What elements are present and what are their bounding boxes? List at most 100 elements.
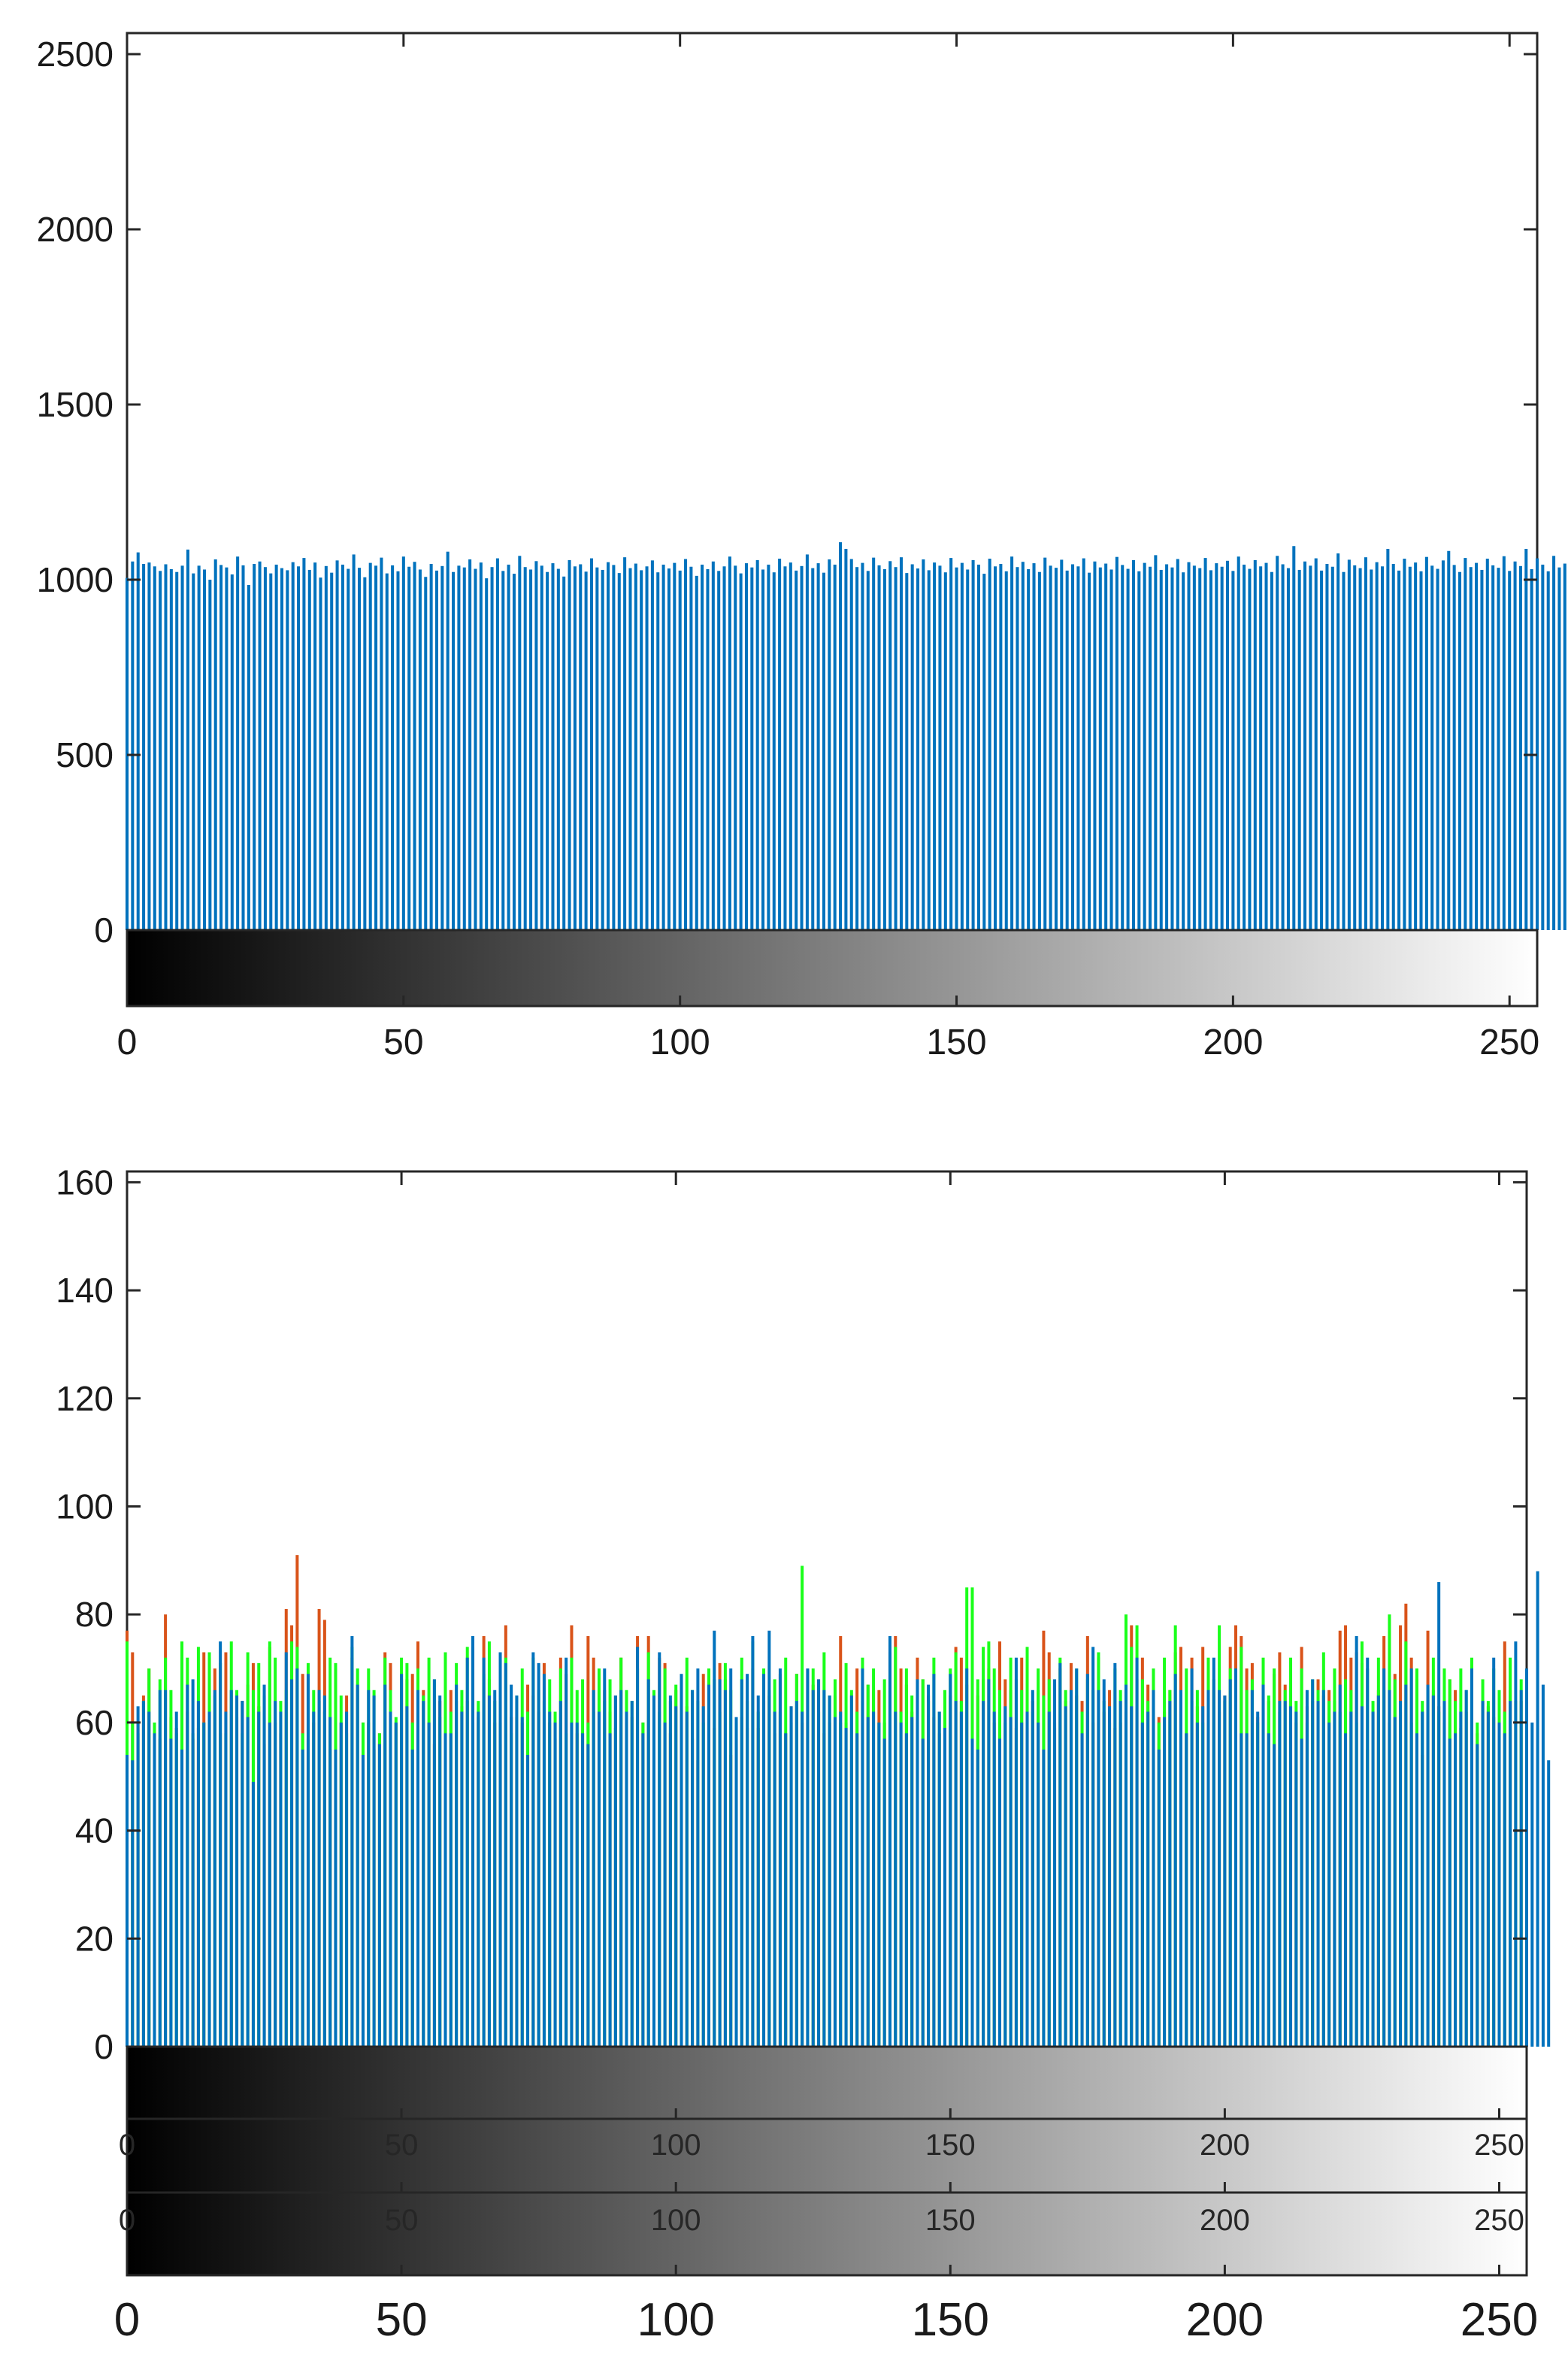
bar-series2-bin40 (345, 1711, 349, 2047)
bar-series2-bin64 (477, 1711, 480, 2047)
y-tick-label: 140 (56, 1271, 114, 1310)
bar-series0-bin74 (534, 561, 538, 930)
bar-series0-bin161 (1016, 567, 1019, 930)
bar-series2-bin17 (219, 1641, 222, 2047)
bar-series2-bin96 (652, 1695, 655, 2047)
bar-series2-bin179 (1108, 1706, 1112, 2047)
bar-series0-bin12 (192, 573, 195, 930)
bar-series0-bin111 (739, 573, 743, 930)
bar-series0-bin168 (1054, 568, 1058, 930)
bar-series0-bin204 (1253, 559, 1257, 930)
bar-series0-bin182 (1131, 559, 1135, 930)
bar-series2-bin193 (1185, 1733, 1188, 2047)
bar-series0-bin184 (1143, 562, 1146, 930)
bar-series0-bin239 (1447, 550, 1451, 930)
bar-series2-bin42 (356, 1684, 359, 2047)
y-tick-label: 1000 (37, 560, 114, 599)
bar-series0-bin67 (495, 558, 499, 930)
bar-series2-bin71 (515, 1695, 519, 2047)
bar-series2-bin176 (1091, 1647, 1095, 2047)
bar-series0-bin169 (1060, 559, 1064, 930)
bar-series0-bin3 (142, 564, 146, 930)
bar-series2-bin148 (937, 1711, 941, 2047)
bar-series0-bin250 (1508, 571, 1512, 930)
bar-series0-bin38 (335, 560, 339, 930)
bar-series2-bin114 (751, 1635, 755, 2047)
bar-series2-bin26 (268, 1722, 271, 2047)
y-tick-label: 2500 (37, 35, 114, 74)
bar-series0-bin68 (501, 571, 505, 930)
bar-series0-bin48 (391, 565, 395, 930)
bar-series2-bin146 (927, 1684, 931, 2047)
bar-series0-bin47 (385, 573, 389, 930)
bar-series0-bin170 (1065, 570, 1069, 930)
bar-series0-bin181 (1126, 568, 1130, 930)
bar-series2-bin70 (510, 1684, 513, 2047)
bar-series2-bin15 (207, 1711, 211, 2047)
bar-series2-bin101 (680, 1674, 683, 2047)
y-tick-label: 20 (75, 1919, 114, 1958)
bar-series0-bin130 (844, 548, 848, 930)
bar-series2-bin133 (855, 1733, 859, 2047)
bar-series0-bin27 (274, 564, 278, 930)
bar-series0-bin58 (446, 551, 450, 930)
bar-series0-bin94 (645, 566, 649, 930)
bar-series2-bin30 (290, 1679, 294, 2047)
bar-series2-bin19 (229, 1690, 233, 2047)
bar-series0-bin186 (1154, 555, 1158, 930)
bar-series2-bin228 (1376, 1695, 1380, 2047)
bar-series2-bin90 (619, 1690, 623, 2047)
bar-series0-bin89 (617, 573, 621, 930)
bar-series2-bin122 (795, 1701, 798, 2047)
bar-series2-bin164 (1025, 1711, 1029, 2047)
x-tick-label: 0 (117, 1023, 138, 1062)
bar-series0-bin229 (1391, 564, 1395, 930)
bar-series0-bin142 (910, 564, 914, 930)
bar-series0-bin256 (1541, 564, 1545, 930)
bar-series0-bin55 (429, 564, 433, 930)
bar-series0-bin17 (219, 565, 223, 930)
bar-series2-bin41 (350, 1635, 354, 2047)
x-tick-label: 0 (114, 2294, 140, 2346)
bar-series0-bin21 (241, 565, 245, 930)
bar-series0-bin113 (750, 567, 754, 930)
bar-series0-bin140 (899, 557, 903, 930)
bar-series0-bin118 (778, 559, 782, 930)
bar-series2-bin241 (1448, 1738, 1451, 2047)
bar-series2-bin182 (1124, 1684, 1128, 2047)
bar-series2-bin162 (1014, 1657, 1018, 2047)
bar-series2-bin55 (427, 1722, 431, 2047)
bar-series0-bin6 (159, 571, 162, 930)
bar-series2-bin117 (767, 1630, 771, 2047)
bar-series2-bin126 (817, 1679, 821, 2047)
bar-series0-bin188 (1165, 564, 1169, 930)
bar-series2-bin131 (844, 1728, 848, 2047)
bar-series2-bin106 (707, 1684, 711, 2047)
bar-series0-bin192 (1187, 562, 1191, 930)
bar-series2-bin190 (1168, 1701, 1172, 2047)
bar-series2-bin242 (1454, 1733, 1458, 2047)
bar-series2-bin112 (740, 1679, 743, 2047)
bar-series2-bin119 (778, 1668, 782, 2047)
bar-series0-bin2 (136, 552, 140, 930)
strip-tick-label: 150 (925, 2204, 976, 2237)
bar-series2-bin207 (1261, 1684, 1265, 2047)
bar-series2-bin184 (1135, 1657, 1139, 2047)
bar-series0-bin231 (1403, 559, 1406, 930)
bars-0 (125, 542, 1566, 930)
bar-series0-bin80 (568, 559, 571, 930)
bar-series0-bin96 (656, 572, 660, 930)
bar-series0-bin225 (1370, 569, 1373, 930)
bar-series0-bin10 (180, 565, 184, 930)
bar-series2-bin52 (410, 1749, 414, 2047)
bar-series0-bin56 (434, 570, 438, 930)
bar-series0-bin152 (966, 569, 970, 930)
bar-series0-bin244 (1475, 562, 1479, 930)
bar-series0-bin126 (822, 572, 825, 930)
bar-series2-bin243 (1459, 1711, 1463, 2047)
bar-series0-bin124 (811, 568, 815, 930)
bar-series2-bin196 (1201, 1706, 1205, 2047)
bar-series0-bin195 (1203, 558, 1207, 930)
x-tick-label: 50 (376, 2294, 428, 2346)
